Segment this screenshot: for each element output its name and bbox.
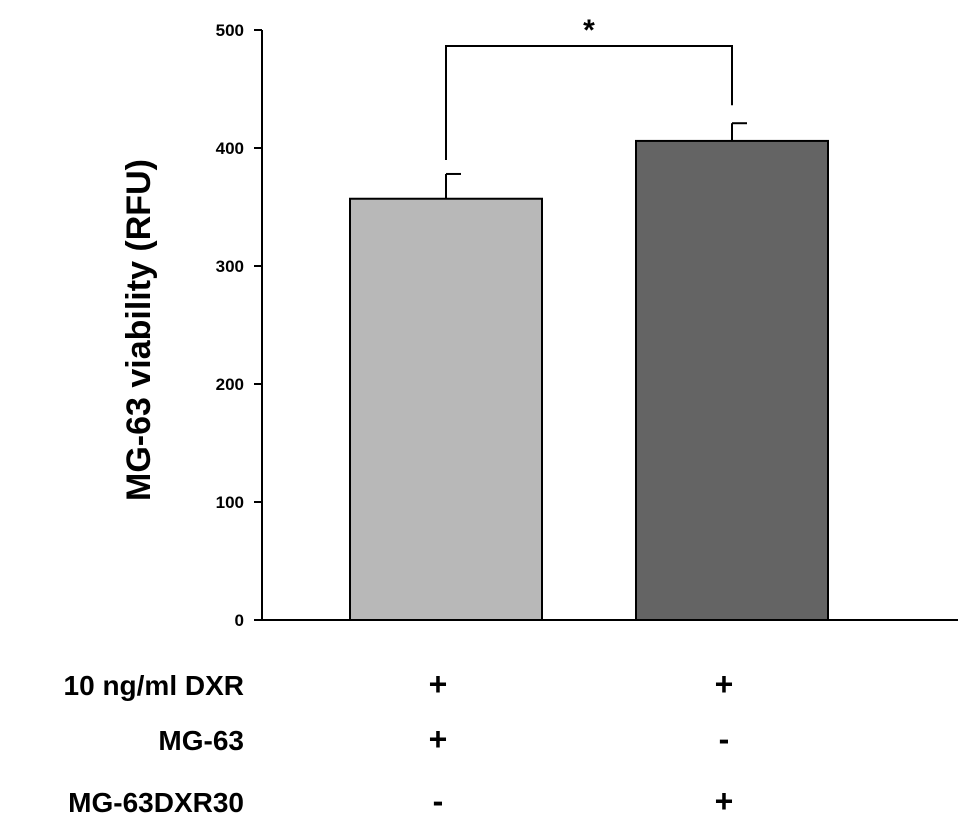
bar-1: [349, 197, 543, 622]
y-tick-label-0: 0: [235, 611, 244, 630]
condition-label-1: 10 ng/ml DXR: [64, 670, 244, 701]
condition-label-3: MG-63DXR30: [68, 787, 244, 818]
y-tick-label-500: 500: [216, 21, 244, 40]
y-axis-label: MG-63 viability (RFU): [120, 159, 158, 501]
y-tick-label-200: 200: [216, 375, 244, 394]
condition-sign-1-2: +: [715, 666, 734, 702]
condition-table: 10 ng/ml DXR + + MG-63 + - MG-63DXR30 - +: [64, 666, 734, 819]
condition-sign-3-2: +: [715, 783, 734, 819]
condition-sign-1-1: +: [429, 666, 448, 702]
y-tick-label-100: 100: [216, 493, 244, 512]
condition-sign-2-2: -: [719, 721, 730, 757]
condition-label-2: MG-63: [158, 725, 244, 756]
y-tick-label-400: 400: [216, 139, 244, 158]
bar-2: [635, 139, 829, 621]
y-tick-label-300: 300: [216, 257, 244, 276]
significance-star: *: [583, 14, 595, 47]
significance-bracket: [445, 45, 733, 160]
condition-sign-3-1: -: [433, 783, 444, 819]
chart-marks: *: [349, 14, 829, 622]
condition-sign-2-1: +: [429, 721, 448, 757]
axes: 0 100 200 300 400 500: [216, 21, 958, 630]
